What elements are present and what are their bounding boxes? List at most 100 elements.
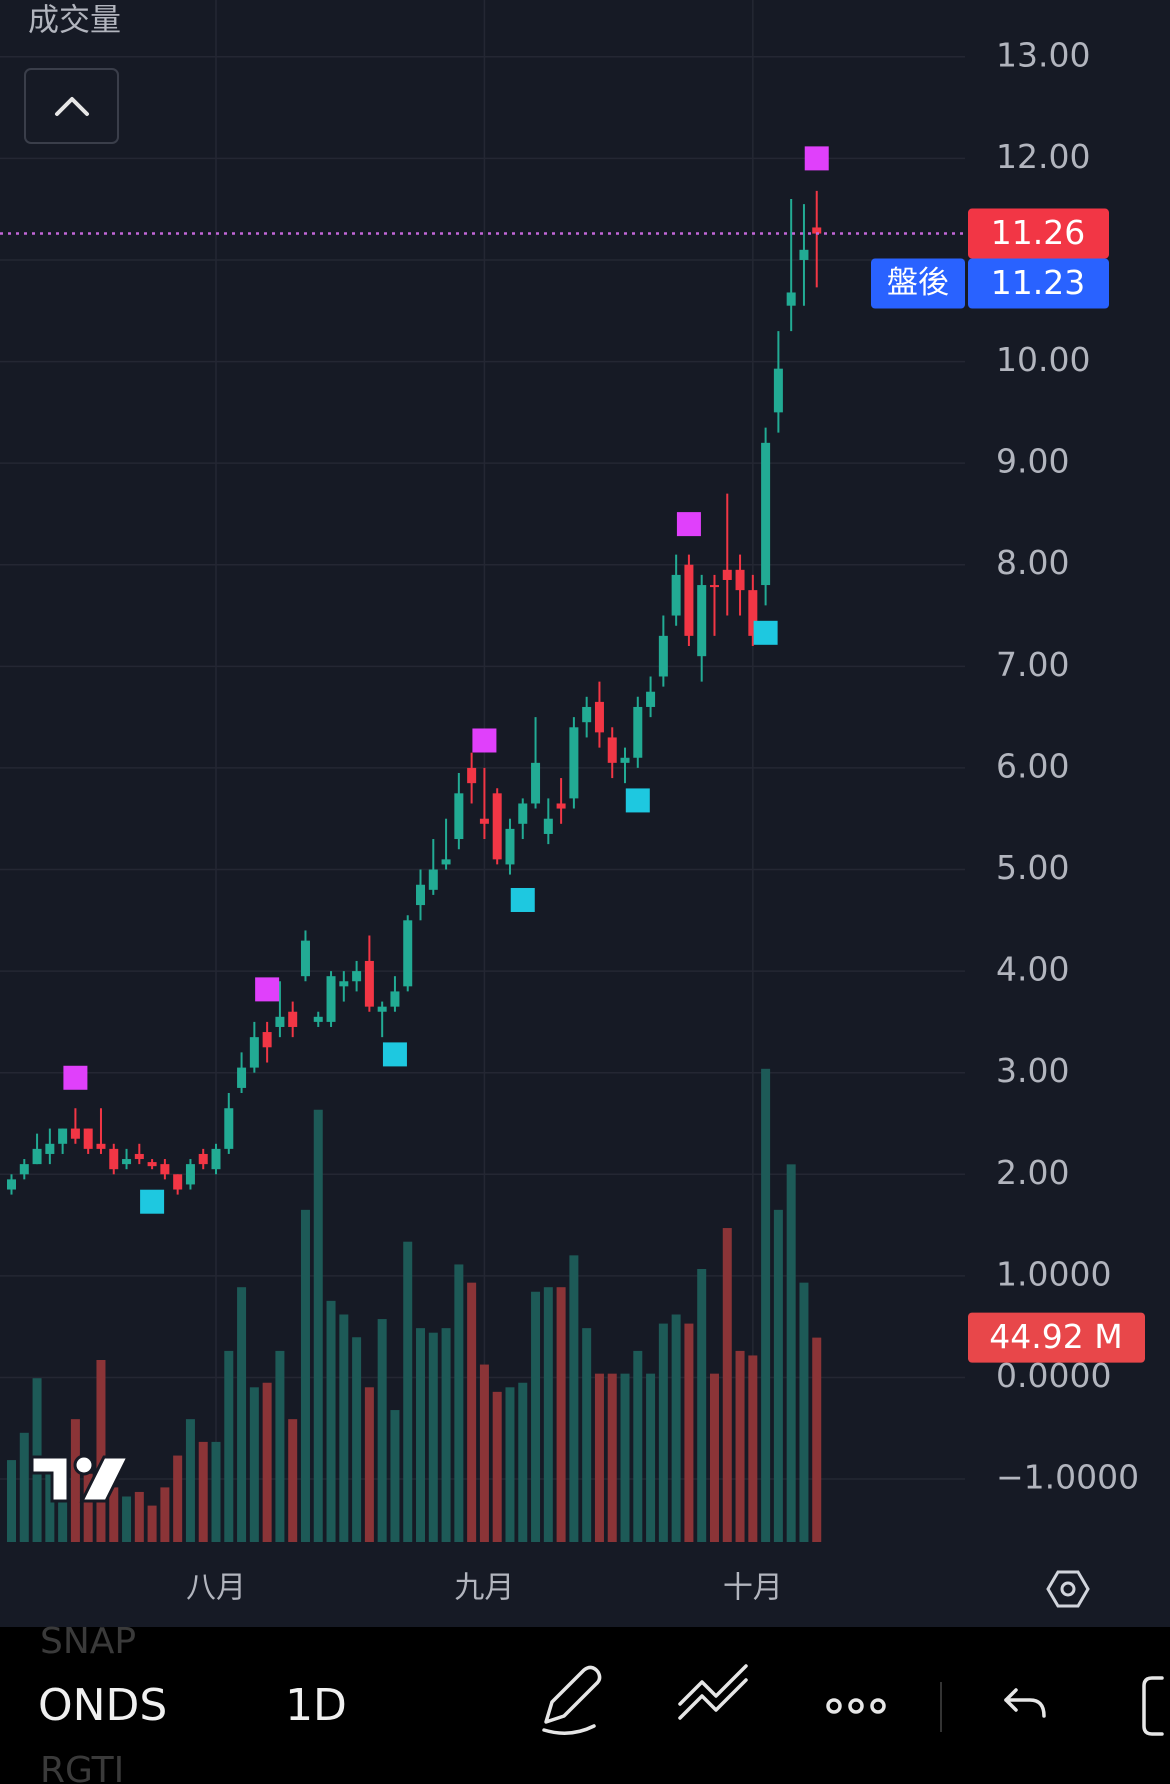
y-tick-label: 2.00 [996, 1153, 1069, 1192]
y-tick-label: 12.00 [996, 137, 1090, 176]
signal-marker [472, 728, 497, 753]
post-market-price: 11.23 [991, 263, 1085, 302]
volume-bar [428, 1332, 438, 1542]
symbol-option[interactable]: SNAP [40, 1621, 136, 1662]
candle-body [377, 1006, 387, 1012]
volume-bar [7, 1460, 17, 1542]
indicator-button[interactable] [678, 1664, 748, 1720]
candle-body [671, 574, 681, 616]
y-tick-label: 3.00 [996, 1051, 1069, 1090]
volume-bar [326, 1300, 336, 1542]
y-tick-label: 13.00 [996, 35, 1090, 74]
volume-bar [646, 1373, 656, 1542]
volume-value-label: 44.92 M [989, 1317, 1122, 1356]
volume-bar [185, 1419, 195, 1542]
candle-body [173, 1174, 183, 1190]
candle-body [83, 1128, 93, 1149]
candle-body [722, 569, 732, 580]
volume-bar [786, 1164, 796, 1542]
candle-body [237, 1067, 247, 1088]
signal-marker [255, 977, 280, 1002]
symbol-option[interactable]: RGTI [40, 1750, 124, 1784]
signal-marker [676, 512, 701, 537]
candle-body [390, 991, 400, 1007]
volume-bar [607, 1373, 617, 1542]
candle-body [594, 701, 604, 733]
interval-button[interactable]: 1D [285, 1680, 347, 1731]
volume-bar [569, 1255, 579, 1542]
candle-body [658, 635, 668, 677]
volume-bar [403, 1241, 413, 1542]
volume-bar [70, 1419, 80, 1542]
post-market-label: 盤後 [887, 265, 949, 301]
candle-body [467, 767, 477, 784]
candle-body [799, 249, 809, 260]
volume-bar [416, 1328, 426, 1542]
volume-bar [19, 1432, 29, 1542]
candle-body [518, 803, 528, 824]
volume-bar [479, 1364, 489, 1542]
candle-body [582, 706, 592, 723]
volume-bar [799, 1282, 809, 1542]
volume-bar [633, 1350, 643, 1542]
settings-button[interactable] [1046, 1570, 1090, 1608]
volume-bar [339, 1314, 349, 1542]
volume-bar [45, 1460, 55, 1542]
candle-body [646, 691, 656, 707]
volume-bar [620, 1373, 630, 1542]
candle-body [761, 442, 771, 586]
more-button[interactable] [826, 1698, 886, 1714]
volume-bar [735, 1350, 745, 1542]
x-tick-label: 九月 [454, 1571, 514, 1606]
volume-bar [671, 1314, 681, 1542]
candle-body [122, 1159, 132, 1165]
volume-bar [684, 1323, 694, 1542]
candle-body [697, 585, 707, 657]
volume-bar [454, 1264, 464, 1542]
signal-marker [753, 620, 778, 645]
candle-body [211, 1148, 221, 1170]
volume-bar [377, 1319, 387, 1542]
candle-body [313, 1016, 323, 1022]
candle-body [709, 585, 719, 588]
candle-body [147, 1162, 157, 1167]
candle-body [198, 1153, 208, 1165]
volume-bar [697, 1269, 707, 1542]
candle-body [748, 590, 758, 636]
candle-body [7, 1179, 17, 1190]
candle-body [735, 569, 745, 591]
candle-body [262, 1032, 272, 1048]
post-market-box [968, 258, 1109, 309]
candle-body [569, 727, 579, 799]
candle-body [556, 803, 566, 809]
candle-body [786, 292, 796, 306]
candle-body [19, 1164, 29, 1175]
candle-body [288, 1011, 298, 1027]
candle-body [96, 1143, 106, 1149]
draw-button[interactable] [542, 1665, 602, 1735]
y-tick-label: 9.00 [996, 442, 1069, 481]
candle-body [479, 818, 489, 824]
volume-bar [518, 1382, 528, 1542]
candle-body [185, 1164, 195, 1185]
volume-bar [543, 1287, 553, 1542]
collapse-button[interactable] [24, 68, 119, 144]
last-price-label: 11.26 [991, 213, 1085, 252]
volume-bar [352, 1337, 362, 1542]
volume-bar [122, 1496, 132, 1542]
volume-bar [224, 1350, 234, 1542]
undo-button[interactable] [1004, 1688, 1046, 1718]
symbol-selected[interactable]: ONDS [38, 1680, 167, 1731]
volume-bar [134, 1491, 144, 1542]
candle-body [620, 757, 630, 763]
tradingview-logo [30, 1454, 131, 1503]
volume-bar [467, 1282, 477, 1542]
volume-bar [237, 1287, 247, 1542]
fullscreen-button[interactable] [1142, 1676, 1164, 1736]
y-tick-label: −1.0000 [996, 1458, 1139, 1497]
candle-body [684, 564, 694, 636]
candle-body [364, 960, 374, 1007]
y-tick-label: 1.0000 [996, 1254, 1111, 1293]
x-tick-label: 十月 [723, 1571, 783, 1606]
